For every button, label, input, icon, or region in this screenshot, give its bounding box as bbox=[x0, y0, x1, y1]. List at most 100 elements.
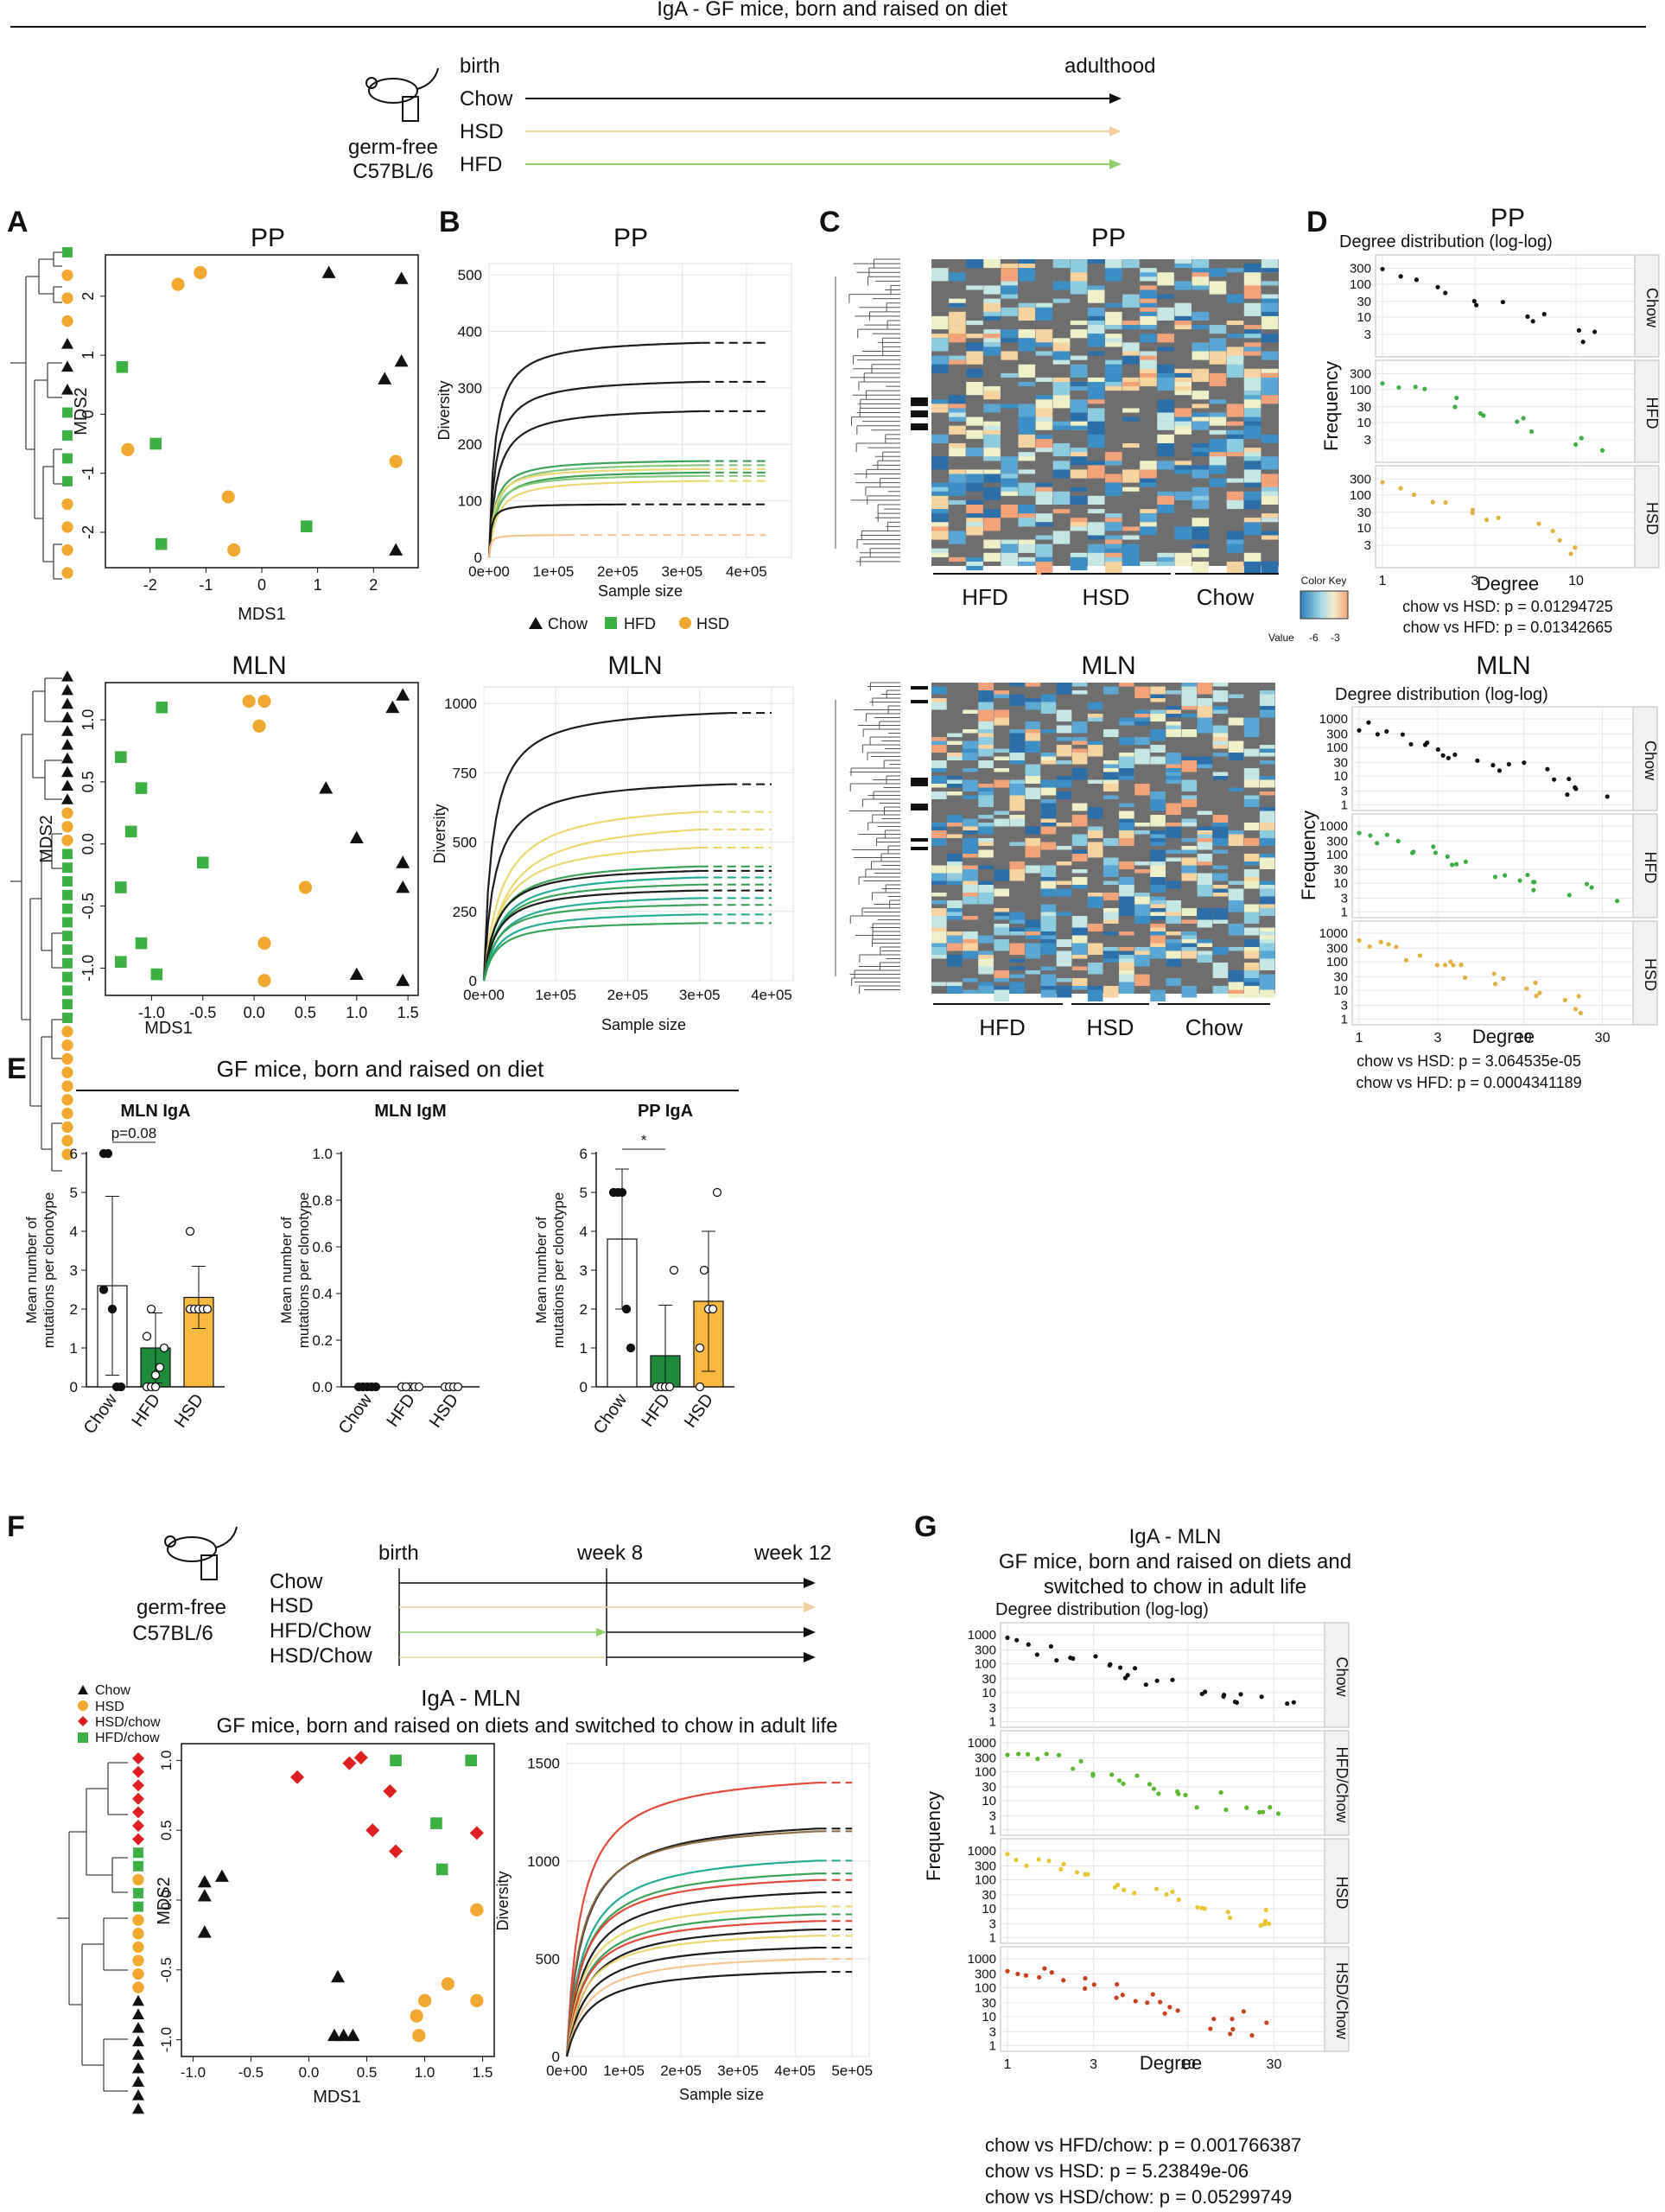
pp-rarefaction-xlabel: Sample size bbox=[598, 582, 683, 600]
bar-group-label: Chow bbox=[590, 1390, 632, 1438]
heatmap-cell bbox=[1071, 885, 1088, 889]
dendro-tip-marker bbox=[61, 315, 73, 327]
heatmap-cell bbox=[983, 391, 1001, 400]
pp-mds-ylabel: MDS2 bbox=[72, 387, 91, 435]
bar-data-point bbox=[708, 1304, 718, 1314]
dendro-tip-marker bbox=[62, 876, 73, 887]
dendro-tip-marker bbox=[62, 985, 73, 996]
heatmap-cell bbox=[1197, 842, 1213, 850]
heatmap-cell bbox=[931, 741, 947, 745]
heatmap-cell bbox=[994, 888, 1009, 897]
degree-point bbox=[1443, 500, 1448, 505]
f-dendro-markers bbox=[132, 1752, 144, 2114]
y-tick-label: 300 bbox=[1350, 261, 1371, 276]
heatmap-cell bbox=[1052, 469, 1071, 479]
degree-point bbox=[1158, 1999, 1163, 2005]
y-tick-label: -2 bbox=[79, 525, 97, 539]
heatmap-cell bbox=[1018, 264, 1036, 269]
dendro-tip-marker bbox=[61, 292, 73, 304]
mln-rarefaction-title: MLN bbox=[607, 652, 662, 680]
heatmap-cell bbox=[963, 885, 978, 893]
heatmap-cell bbox=[963, 950, 978, 959]
x-tick-label: 0.0 bbox=[244, 1004, 265, 1021]
degree-point bbox=[1440, 753, 1446, 758]
f-mouse-label-1: germ-free bbox=[137, 1596, 226, 1619]
degree-point bbox=[1162, 2011, 1167, 2016]
heatmap-cell bbox=[1243, 456, 1261, 461]
bar-data-point bbox=[202, 1304, 213, 1314]
heatmap-cell bbox=[983, 334, 1001, 339]
heatmap-cell bbox=[1071, 935, 1088, 944]
f-mds-ticks: -1.0 -0.5 0.0 0.5 1.0 1.5 1.0 0.5 0.0 -0.5 -1.0 bbox=[158, 1751, 493, 2081]
heatmap-cell bbox=[1261, 315, 1279, 330]
heatmap-cell bbox=[1243, 779, 1260, 788]
degree-point bbox=[1398, 486, 1403, 491]
degree-point bbox=[1218, 1789, 1223, 1796]
heatmap-cell bbox=[1025, 970, 1041, 975]
heatmap-cell bbox=[1226, 321, 1244, 326]
degree-point bbox=[1083, 1975, 1088, 1981]
heatmap-cell bbox=[1105, 513, 1122, 518]
facet-strip bbox=[1634, 359, 1660, 463]
heatmap-cell bbox=[947, 986, 963, 994]
color-key-tick-1: -6 bbox=[1309, 632, 1319, 644]
heatmap-cell bbox=[1134, 721, 1150, 726]
heatmap-cell bbox=[983, 518, 1001, 531]
heatmap-cell bbox=[994, 818, 1009, 827]
cluster-marker bbox=[911, 804, 928, 810]
pp-rarefaction-curves bbox=[487, 341, 766, 558]
heatmap-cell bbox=[1228, 888, 1244, 900]
rarefaction-curve bbox=[482, 889, 700, 982]
degree-point bbox=[1263, 1907, 1268, 1913]
heatmap-cell bbox=[1166, 943, 1181, 951]
heatmap-cell bbox=[1174, 425, 1192, 435]
degree-point bbox=[1475, 758, 1480, 763]
heatmap-cell bbox=[1226, 364, 1244, 378]
heatmap-cell bbox=[949, 482, 966, 496]
degree-point bbox=[1573, 1007, 1578, 1012]
heatmap-cell bbox=[1259, 908, 1275, 916]
heatmap-cell bbox=[1150, 756, 1166, 765]
dendro-tip-marker bbox=[62, 971, 73, 982]
heatmap-cell bbox=[1025, 846, 1041, 858]
y-tick-label: 1.0 bbox=[312, 1146, 333, 1162]
heatmap-cell bbox=[983, 434, 1001, 448]
heatmap-cell bbox=[1122, 408, 1140, 413]
panel-a: PP MDS1 MDS2 -2 -1 0 1 2 2 1 0 -1 -2 MLN MDS1 MDS… bbox=[10, 224, 419, 1172]
mds-point bbox=[470, 1903, 484, 1916]
heatmap-cell bbox=[1018, 364, 1036, 378]
heatmap-cell bbox=[1009, 958, 1026, 963]
dendro-tip-marker bbox=[61, 752, 73, 764]
heatmap-cell bbox=[966, 382, 983, 396]
mds-point bbox=[156, 701, 168, 714]
heatmap-cell bbox=[1192, 416, 1210, 422]
f-mds-legend: Chow HSD HSD/chow HFD/chow bbox=[78, 1683, 161, 1745]
legend-hfd: HFD bbox=[624, 615, 656, 632]
y-tick-label: 3 bbox=[580, 1262, 588, 1279]
dendro-tip-marker bbox=[133, 1901, 143, 1912]
degree-point bbox=[1154, 1678, 1160, 1683]
rarefaction-curve bbox=[565, 1830, 818, 2057]
heatmap-cell bbox=[963, 795, 978, 799]
heatmap-cell bbox=[966, 416, 983, 426]
heatmap-cell bbox=[1228, 741, 1244, 749]
heatmap-cell bbox=[1070, 425, 1088, 430]
heatmap-cell bbox=[931, 552, 949, 557]
heatmap-cell bbox=[1071, 943, 1088, 955]
timeline-end: adulthood bbox=[1064, 54, 1155, 78]
pp-heatmap-group-hsd: HSD bbox=[1083, 584, 1130, 610]
dendro-tip-marker bbox=[132, 1928, 144, 1940]
degree-point bbox=[1036, 1857, 1041, 1862]
degree-point bbox=[1120, 1993, 1125, 1998]
heatmap-cell bbox=[1009, 694, 1026, 706]
heatmap-cell bbox=[1150, 989, 1166, 1001]
degree-point bbox=[1244, 1805, 1249, 1810]
dendro-tip-marker bbox=[132, 2035, 144, 2047]
dendro-tip-marker bbox=[133, 1860, 143, 1872]
heatmap-cell bbox=[1157, 461, 1174, 470]
heatmap-cell bbox=[1119, 776, 1134, 780]
rarefaction-curve bbox=[565, 1971, 818, 2057]
heatmap-cell bbox=[1025, 919, 1041, 928]
y-tick-label: 300 bbox=[1326, 941, 1348, 956]
heatmap-cell bbox=[1259, 989, 1275, 998]
